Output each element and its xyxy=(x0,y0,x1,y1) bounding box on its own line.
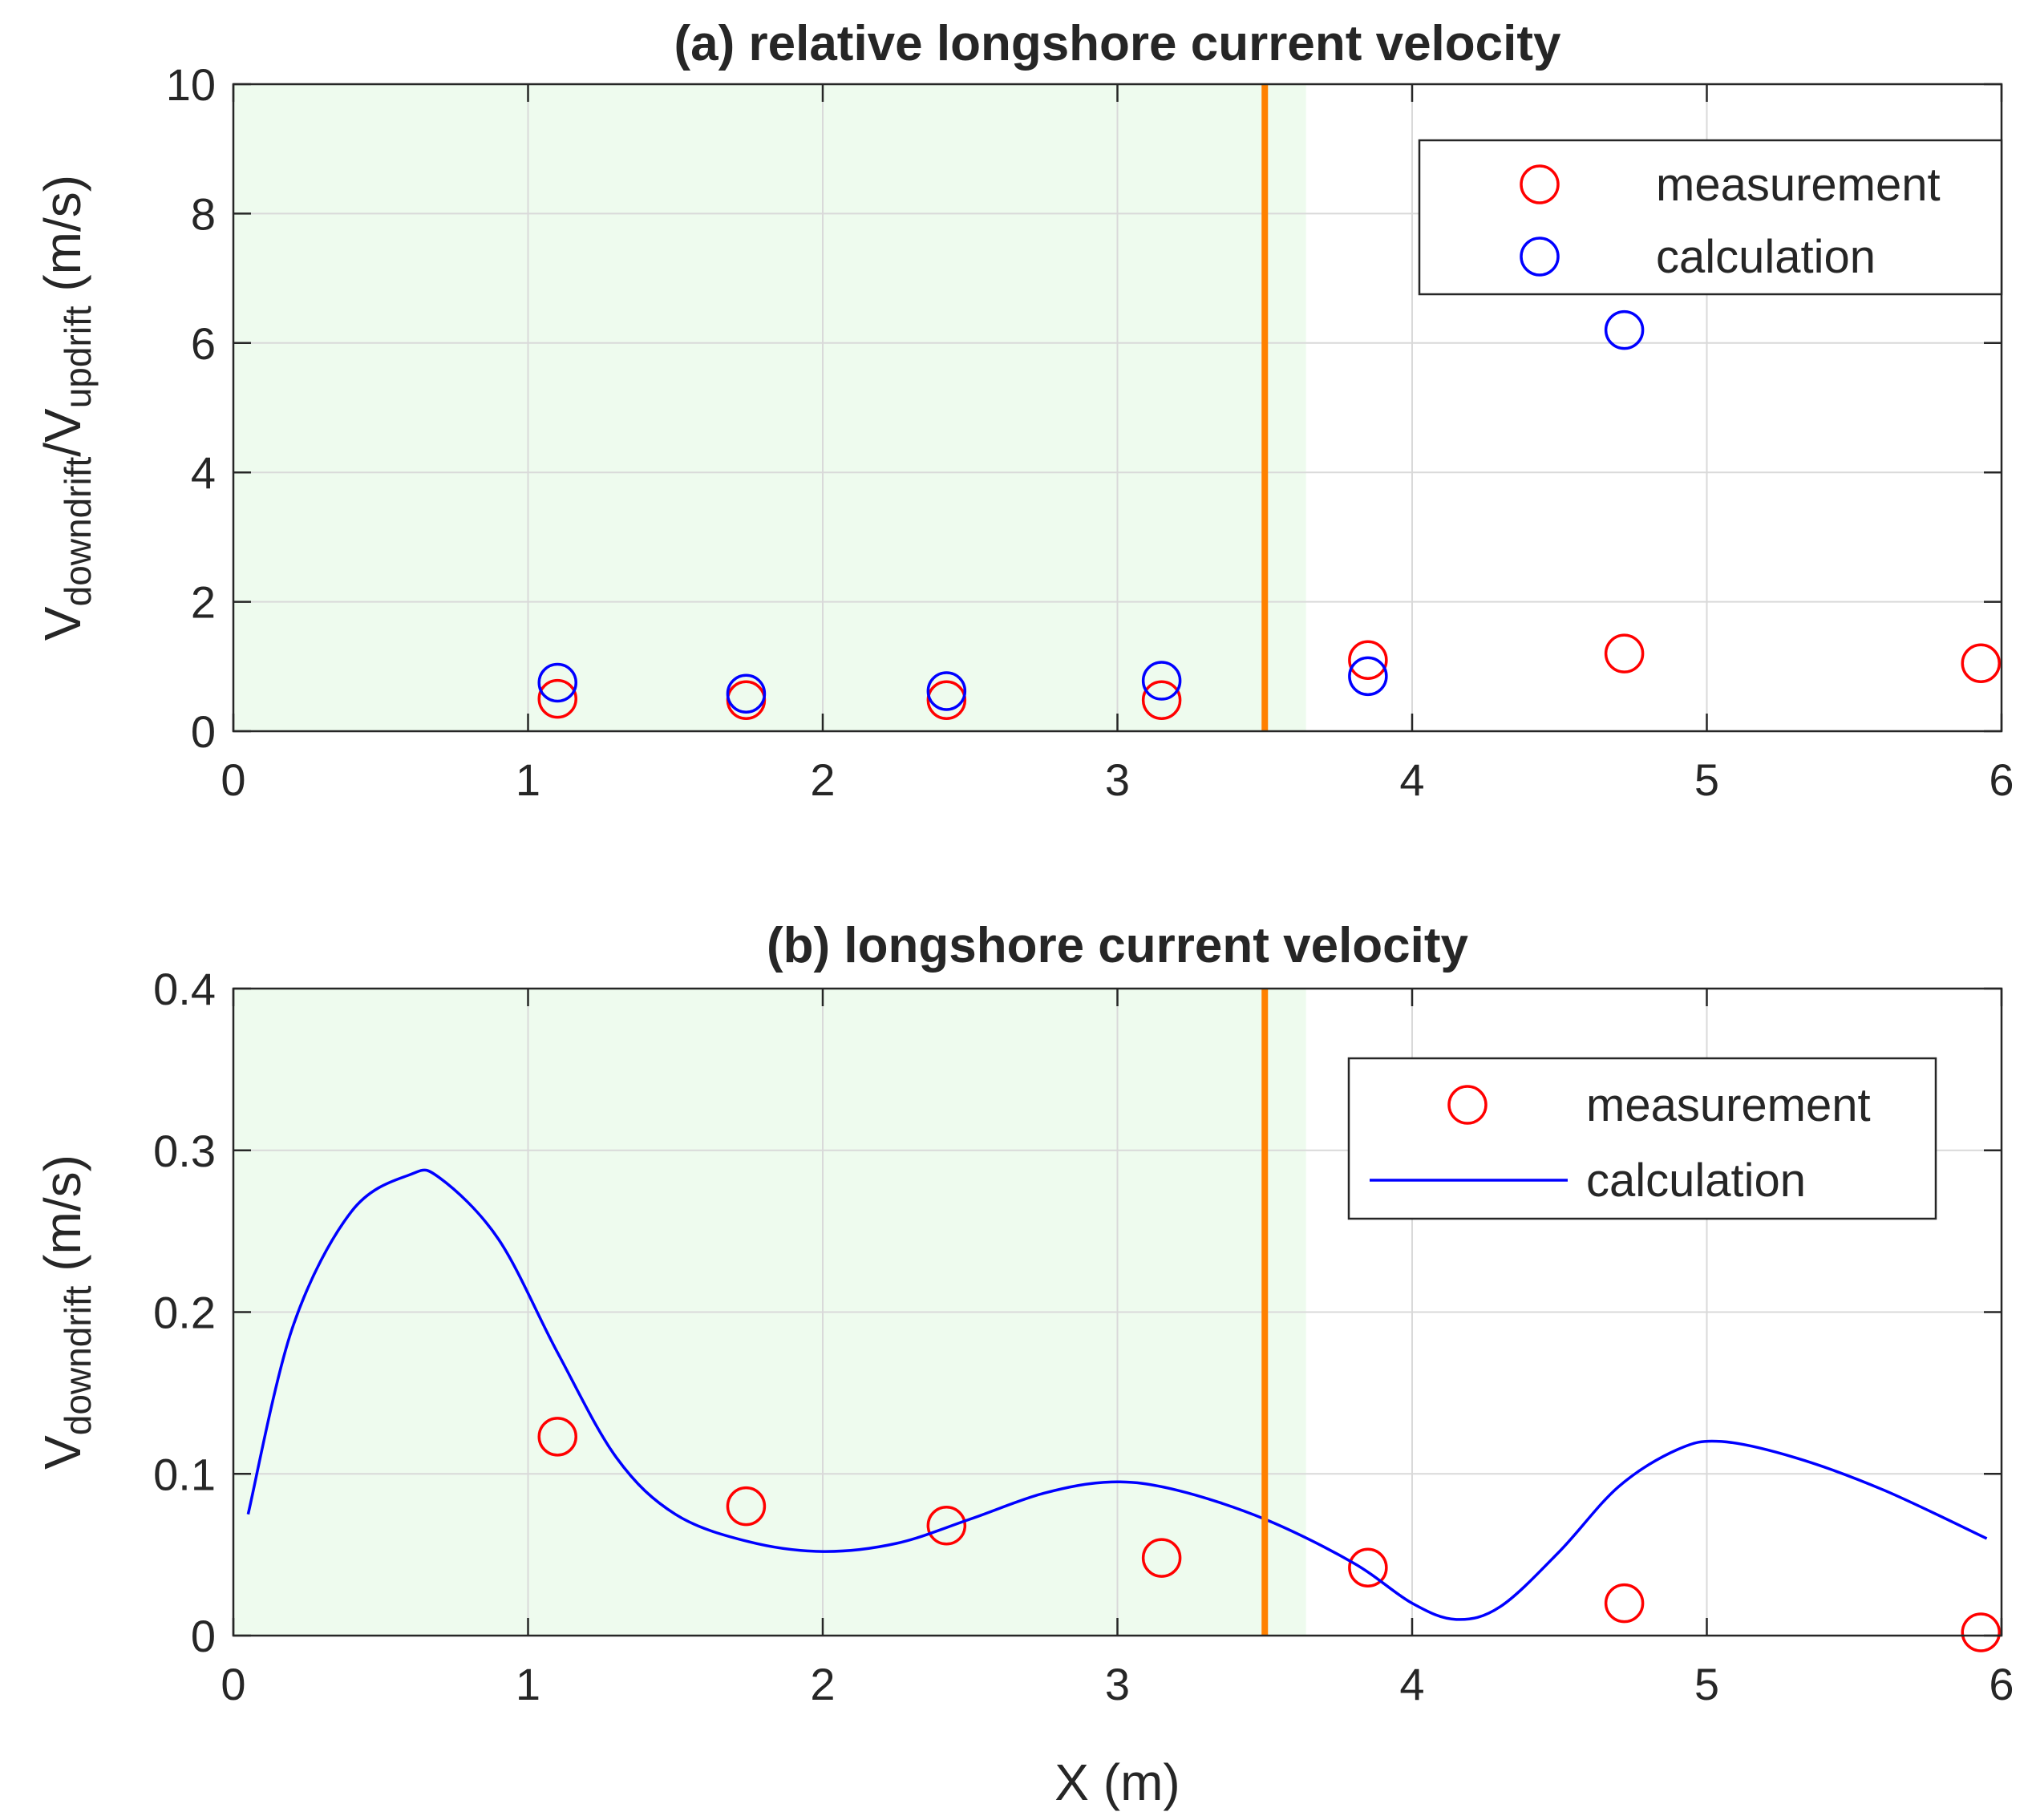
panel-b-legend-entry-measurement: measurement xyxy=(1447,1079,1871,1131)
panel-b-ylabel-main: V xyxy=(34,1435,91,1470)
panel-a-measurement-point-2 xyxy=(926,680,967,721)
panel-a-ticks: 0 1 2 3 4 5 6 0 2 4 6 8 10 xyxy=(166,59,2014,805)
panel-a-ylabel-sub2: updrift xyxy=(57,305,99,408)
panel-b-legend-box xyxy=(1347,1057,1937,1220)
panel-a: 0 1 2 3 4 5 6 0 2 4 6 8 10 (a) relative longshore cu… xyxy=(34,16,2014,805)
panel-b-legend-label-measurement: measurement xyxy=(1586,1079,1871,1131)
panel-b-measurement-point-4 xyxy=(1348,1547,1388,1588)
panel-a-xtick-label-6: 6 xyxy=(1989,754,2014,805)
panel-a-ytick-label-5: 10 xyxy=(166,59,216,110)
panel-b-legend-entry-calculation: calculation xyxy=(1370,1155,1806,1207)
panel-a-ytick-label-0: 0 xyxy=(191,706,216,757)
panel-a-calculation-point-2 xyxy=(926,671,967,711)
panel-a-calculation-point-1 xyxy=(726,673,767,714)
panel-b-ytick-label-2: 0.2 xyxy=(153,1288,216,1338)
panel-a-ytick-label-3: 6 xyxy=(191,318,216,369)
panel-b-xtick-label-0: 0 xyxy=(221,1659,245,1709)
panel-a-calculation-point-0 xyxy=(537,662,577,703)
panel-a-shaded-region xyxy=(233,84,1306,731)
panel-a-xtick-label-4: 4 xyxy=(1399,754,1424,805)
panel-b-legend: measurement calculation xyxy=(1347,1057,1937,1220)
panel-a-xtick-label-0: 0 xyxy=(221,754,245,805)
panel-a-xtick-label-2: 2 xyxy=(810,754,835,805)
panel-b-xlabel: X (m) xyxy=(1054,1753,1180,1811)
panel-a-ylabel-sub1: downdrift xyxy=(57,457,99,607)
panel-b-measurement-point-1 xyxy=(726,1486,767,1527)
panel-a-ytick-label-2: 4 xyxy=(191,447,216,498)
panel-b-ticks: 0 1 2 3 4 5 6 0 0.1 0.2 0.3 0.4 xyxy=(153,964,2014,1709)
panel-a-calculation-point-4 xyxy=(1348,656,1388,697)
panel-b-title: (b) longshore current velocity xyxy=(767,918,1469,973)
panel-b-measurement-point-0 xyxy=(537,1417,577,1457)
panel-b-xtick-label-2: 2 xyxy=(810,1659,835,1709)
panel-b-xtick-label-3: 3 xyxy=(1105,1659,1130,1709)
panel-a-ytick-label-1: 2 xyxy=(191,577,216,628)
panel-a-legend-box xyxy=(1418,139,2003,296)
panel-b-ytick-label-4: 0.4 xyxy=(153,964,216,1014)
panel-a-legend-marker-calculation xyxy=(1520,237,1560,277)
panel-b-ytick-label-3: 0.3 xyxy=(153,1126,216,1176)
panel-b-xtick-label-6: 6 xyxy=(1989,1659,2014,1709)
panel-b-xtick-label-4: 4 xyxy=(1399,1659,1424,1709)
panel-b-ylabel-unit: (m/s) xyxy=(34,1155,91,1286)
panel-b-ylabel: Vdowndrift (m/s) xyxy=(34,1155,99,1470)
panel-b-measurement-point-3 xyxy=(1141,1538,1182,1578)
panel-b-ytick-label-1: 0.1 xyxy=(153,1449,216,1499)
panel-b-legend-label-calculation: calculation xyxy=(1586,1155,1806,1207)
panel-b-ytick-label-0: 0 xyxy=(191,1611,216,1661)
panel-a-measurement-point-3 xyxy=(1141,680,1182,721)
panel-a-series-layer xyxy=(537,309,2002,721)
panel-a-ytick-label-4: 8 xyxy=(191,188,216,239)
panel-b-measurement-point-5 xyxy=(1604,1583,1645,1624)
panel-a-legend-label-measurement: measurement xyxy=(1656,159,1941,211)
panel-a-ylabel: Vdowndrift/Vupdrift (m/s) xyxy=(34,175,99,641)
panel-b-calculation-line xyxy=(246,1168,1988,1621)
panel-b-series-layer xyxy=(246,1168,2002,1652)
panel-a-xtick-label-3: 3 xyxy=(1105,754,1130,805)
panel-a-calculation-point-3 xyxy=(1141,661,1182,701)
panel-b-measurement-point-2 xyxy=(926,1506,967,1546)
panel-a-measurement-point-6 xyxy=(1961,643,2002,684)
panel-a-xtick-label-5: 5 xyxy=(1694,754,1719,805)
panel-a-ylabel-main: V xyxy=(34,606,91,641)
panel-a-legend-entry-measurement: measurement xyxy=(1520,159,1941,211)
panel-a-measurement-point-5 xyxy=(1604,633,1645,673)
panel-a-legend-marker-measurement xyxy=(1520,164,1560,204)
panel-b-xtick-label-5: 5 xyxy=(1694,1659,1719,1709)
panel-b-xtick-label-1: 1 xyxy=(516,1659,540,1709)
panel-b: 0 1 2 3 4 5 6 0 0.1 0.2 0.3 0.4 (b) longshore curre… xyxy=(34,918,2014,1811)
panel-a-measurement-point-0 xyxy=(537,678,577,719)
panel-a-legend-entry-calculation: calculation xyxy=(1520,231,1876,283)
panel-a-ylabel-mid: /V xyxy=(34,408,91,457)
panel-a-xtick-label-1: 1 xyxy=(516,754,540,805)
panel-a-measurement-point-4 xyxy=(1348,640,1388,680)
panel-b-ylabel-sub1: downdrift xyxy=(57,1285,99,1435)
panel-b-legend-marker-measurement xyxy=(1447,1085,1488,1125)
panel-a-legend-label-calculation: calculation xyxy=(1656,231,1876,283)
panel-a-title: (a) relative longshore current velocity xyxy=(674,16,1561,71)
panel-a-calculation-point-5 xyxy=(1604,309,1645,350)
panel-a-legend: measurement calculation xyxy=(1418,139,2003,296)
panel-a-ylabel-unit: (m/s) xyxy=(34,175,91,306)
panel-b-measurement-point-6 xyxy=(1961,1612,2002,1652)
